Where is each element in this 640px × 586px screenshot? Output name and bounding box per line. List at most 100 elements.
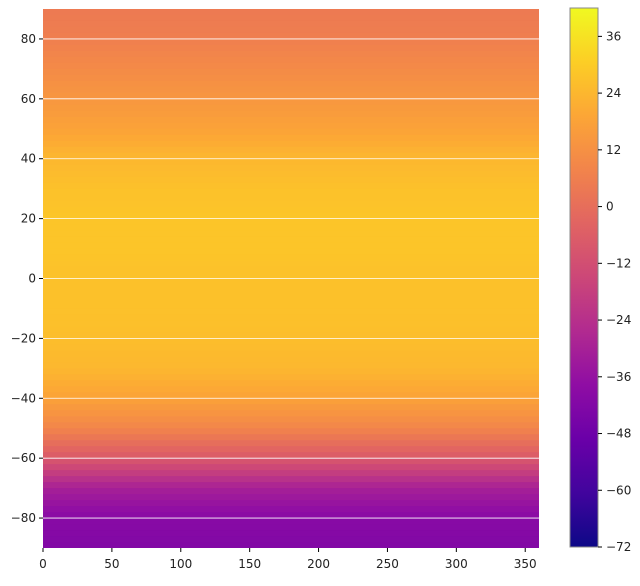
heatmap-band bbox=[43, 104, 539, 112]
colorbar-tick-label: −72 bbox=[606, 540, 631, 554]
heatmap-band bbox=[43, 182, 539, 190]
heatmap-band bbox=[43, 146, 539, 154]
heatmap-band bbox=[43, 74, 539, 82]
heatmap-band bbox=[43, 362, 539, 369]
heatmap-band bbox=[43, 320, 539, 328]
heatmap-band bbox=[43, 344, 539, 351]
x-tick-label: 150 bbox=[238, 557, 261, 571]
heatmap-band bbox=[43, 254, 539, 262]
heatmap-band bbox=[43, 68, 539, 76]
gridlines bbox=[43, 38, 539, 519]
heatmap-band bbox=[43, 518, 539, 525]
x-tick-label: 50 bbox=[104, 557, 119, 571]
heatmap-band bbox=[43, 266, 539, 274]
y-tick-label: −80 bbox=[11, 511, 36, 525]
heatmap-band bbox=[43, 380, 539, 387]
heatmap-band bbox=[43, 296, 539, 304]
colorbar-gradient bbox=[569, 7, 599, 548]
heatmap-band bbox=[43, 98, 539, 106]
heatmap-band bbox=[43, 26, 539, 34]
heatmap-band bbox=[43, 14, 539, 22]
axes: 0 50 100 150 200 250 300 350 −80 −60 −40 −20 0 20 40 60… bbox=[11, 32, 537, 571]
heatmap-band bbox=[43, 9, 539, 16]
heatmap-band bbox=[43, 506, 539, 513]
heatmap-band bbox=[43, 368, 539, 375]
colorbar-tick-label: 36 bbox=[606, 29, 621, 43]
y-tick-label: 80 bbox=[21, 32, 36, 46]
heatmap-band bbox=[43, 134, 539, 142]
x-tick-label: 100 bbox=[169, 557, 192, 571]
heatmap-band bbox=[43, 416, 539, 423]
heatmap-band bbox=[43, 452, 539, 459]
heatmap-band bbox=[43, 470, 539, 477]
heatmap-band bbox=[43, 332, 539, 339]
x-tick-label: 0 bbox=[39, 557, 47, 571]
heatmap-band bbox=[43, 248, 539, 256]
heatmap-band bbox=[43, 56, 539, 64]
heatmap-band bbox=[43, 476, 539, 483]
heatmap-band bbox=[43, 272, 539, 280]
heatmap-band bbox=[43, 140, 539, 148]
colorbar: −72 −60 −48 −36 −24 −12 0 12 24 36 bbox=[569, 7, 631, 554]
heatmap-band bbox=[43, 494, 539, 501]
heatmap-band bbox=[43, 116, 539, 124]
heatmap-band bbox=[43, 404, 539, 411]
heatmap-band bbox=[43, 242, 539, 250]
y-tick-label: 60 bbox=[21, 92, 36, 106]
colorbar-tick-label: 12 bbox=[606, 143, 621, 157]
heatmap-band bbox=[43, 164, 539, 172]
y-tick-label: −20 bbox=[11, 331, 36, 345]
colorbar-tick-label: −36 bbox=[606, 370, 631, 384]
heatmap-band bbox=[43, 458, 539, 465]
heatmap-band bbox=[43, 530, 539, 537]
colorbar-tick-label: −24 bbox=[606, 313, 631, 327]
heatmap-band bbox=[43, 524, 539, 531]
heatmap-band bbox=[43, 152, 539, 160]
heatmap-band bbox=[43, 170, 539, 178]
colorbar-tick-label: −12 bbox=[606, 256, 631, 270]
colorbar-tick-label: 24 bbox=[606, 86, 621, 100]
heatmap-band bbox=[43, 428, 539, 435]
heatmap-band bbox=[43, 80, 539, 88]
heatmap-band bbox=[43, 308, 539, 316]
heatmap-band bbox=[43, 86, 539, 94]
heatmap-band bbox=[43, 278, 539, 286]
heatmap-band bbox=[43, 398, 539, 405]
y-tick-label: 0 bbox=[28, 272, 36, 286]
heatmap-band bbox=[43, 260, 539, 268]
heatmap-band bbox=[43, 422, 539, 429]
heatmap-band bbox=[43, 176, 539, 184]
heatmap-band bbox=[43, 446, 539, 453]
heatmap-band bbox=[43, 92, 539, 100]
heatmap-band bbox=[43, 482, 539, 489]
heatmap-band bbox=[43, 206, 539, 214]
colorbar-tick-label: −60 bbox=[606, 483, 631, 497]
heatmap-band bbox=[43, 224, 539, 232]
x-tick-label: 300 bbox=[445, 557, 468, 571]
heatmap-band bbox=[43, 536, 539, 543]
heatmap-band bbox=[43, 464, 539, 471]
heatmap-band bbox=[43, 128, 539, 136]
heatmap-band bbox=[43, 212, 539, 220]
heatmap-band bbox=[43, 434, 539, 441]
heatmap-band bbox=[43, 44, 539, 52]
colorbar-tick-label: 0 bbox=[606, 200, 614, 214]
x-tick-label: 350 bbox=[514, 557, 537, 571]
heatmap-band bbox=[43, 20, 539, 28]
heatmap-band bbox=[43, 194, 539, 202]
heatmap-band bbox=[43, 302, 539, 310]
y-tick-label: 40 bbox=[21, 152, 36, 166]
heatmap-band bbox=[43, 512, 539, 519]
x-tick-label: 200 bbox=[307, 557, 330, 571]
heatmap-band bbox=[43, 326, 539, 333]
heatmap-band bbox=[43, 218, 539, 226]
heatmap-band bbox=[43, 38, 539, 46]
heatmap-band bbox=[43, 386, 539, 393]
heatmap-area bbox=[43, 9, 539, 548]
heatmap-band bbox=[43, 356, 539, 363]
y-tick-label: −40 bbox=[11, 391, 36, 405]
heatmap-band bbox=[43, 122, 539, 130]
colorbar-tick-label: −48 bbox=[606, 427, 631, 441]
heatmap-band bbox=[43, 188, 539, 196]
